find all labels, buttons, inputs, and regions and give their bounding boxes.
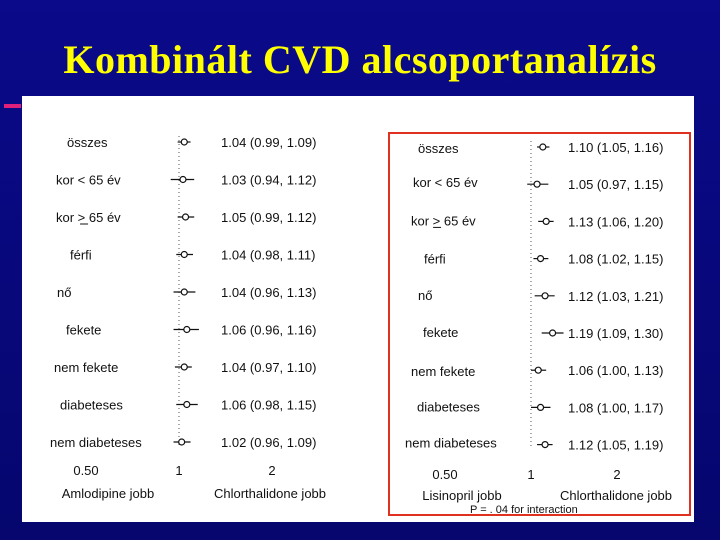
right-ci-text: 1.08 (1.02, 1.15)	[568, 252, 663, 267]
left-ci-text: 1.06 (0.98, 1.15)	[221, 398, 316, 413]
right-ci-text: 1.10 (1.05, 1.16)	[568, 140, 663, 155]
right-ci-text: 1.06 (1.00, 1.13)	[568, 363, 663, 378]
right-estimate-point	[539, 143, 547, 151]
right-estimate-point	[541, 292, 549, 300]
right-estimate-point	[541, 441, 549, 449]
left-left-favours-label: Amlodipine jobb	[62, 486, 155, 501]
left-row-label: férfi	[70, 248, 92, 263]
left-row-label: nem diabeteses	[50, 435, 142, 450]
left-estimate-point	[181, 213, 190, 221]
left-estimate-point	[180, 288, 188, 296]
left-ci-text: 1.04 (0.98, 1.11)	[221, 248, 315, 263]
left-estimate-point	[180, 250, 188, 259]
right-row-label: nem fekete	[411, 364, 475, 379]
left-right-favours-label: Chlorthalidone jobb	[214, 486, 326, 501]
right-estimate-point	[536, 403, 545, 411]
right-right-favours-label: Chlorthalidone jobb	[560, 488, 672, 503]
left-estimate-point	[178, 438, 186, 446]
left-ci-text: 1.02 (0.96, 1.09)	[221, 435, 316, 450]
right-tick-label: 0.50	[432, 467, 457, 482]
left-estimate-point	[180, 138, 188, 146]
left-tick-label: 1	[175, 463, 182, 478]
slide-title: Kombinált CVD alcsoportanalízis	[63, 37, 657, 82]
right-row-label: fekete	[423, 325, 458, 340]
highlight-box	[388, 132, 691, 516]
left-ci-text: 1.04 (0.96, 1.13)	[221, 285, 316, 300]
right-tick-label: 2	[613, 467, 620, 482]
right-ci-text: 1.13 (1.06, 1.20)	[568, 214, 663, 229]
left-ci-text: 1.04 (0.99, 1.09)	[221, 135, 316, 150]
right-row-label: kor < 65 év	[413, 175, 478, 190]
figure-panel	[22, 96, 694, 522]
right-row-label: kor > 65 év	[411, 213, 476, 228]
right-estimate-point	[533, 180, 541, 188]
right-left-favours-label: Lisinopril jobb	[422, 488, 502, 503]
left-row-label: fekete	[66, 323, 101, 338]
right-row-label: összes	[418, 141, 459, 156]
right-ci-text: 1.12 (1.05, 1.19)	[568, 438, 663, 453]
accent-bar	[4, 104, 21, 108]
left-row-label: kor > 65 év	[56, 210, 121, 225]
right-ci-text: 1.08 (1.00, 1.17)	[568, 400, 663, 415]
left-ci-text: 1.03 (0.94, 1.12)	[221, 173, 316, 188]
right-estimate-point	[548, 329, 557, 337]
left-ci-text: 1.05 (0.99, 1.12)	[221, 210, 316, 225]
right-tick-label: 1	[527, 467, 534, 482]
left-row-label: kor < 65 év	[56, 173, 121, 188]
right-estimate-point	[542, 217, 550, 225]
right-row-label: nő	[418, 288, 432, 303]
left-row-label: nem fekete	[54, 360, 118, 375]
left-estimate-point	[183, 400, 191, 409]
left-row-label: diabeteses	[60, 398, 123, 413]
right-ci-text: 1.12 (1.03, 1.21)	[568, 289, 663, 304]
right-interaction-note: P = . 04 for interaction	[470, 504, 578, 516]
left-estimate-point	[180, 363, 188, 371]
left-estimate-point	[179, 175, 187, 184]
right-row-label: férfi	[424, 252, 446, 267]
left-row-label: nő	[57, 285, 71, 300]
left-ci-text: 1.06 (0.96, 1.16)	[221, 323, 316, 338]
right-estimate-point	[534, 366, 542, 374]
right-ci-text: 1.19 (1.09, 1.30)	[568, 326, 663, 341]
left-row-label: összes	[67, 135, 108, 150]
right-ci-text: 1.05 (0.97, 1.15)	[568, 177, 663, 192]
left-ci-text: 1.04 (0.97, 1.10)	[221, 360, 316, 375]
left-tick-label: 0.50	[73, 463, 98, 478]
right-estimate-point	[536, 255, 545, 263]
left-estimate-point	[183, 325, 191, 334]
right-row-label: diabeteses	[417, 399, 480, 414]
right-row-label: nem diabeteses	[405, 436, 497, 451]
left-tick-label: 2	[268, 463, 275, 478]
